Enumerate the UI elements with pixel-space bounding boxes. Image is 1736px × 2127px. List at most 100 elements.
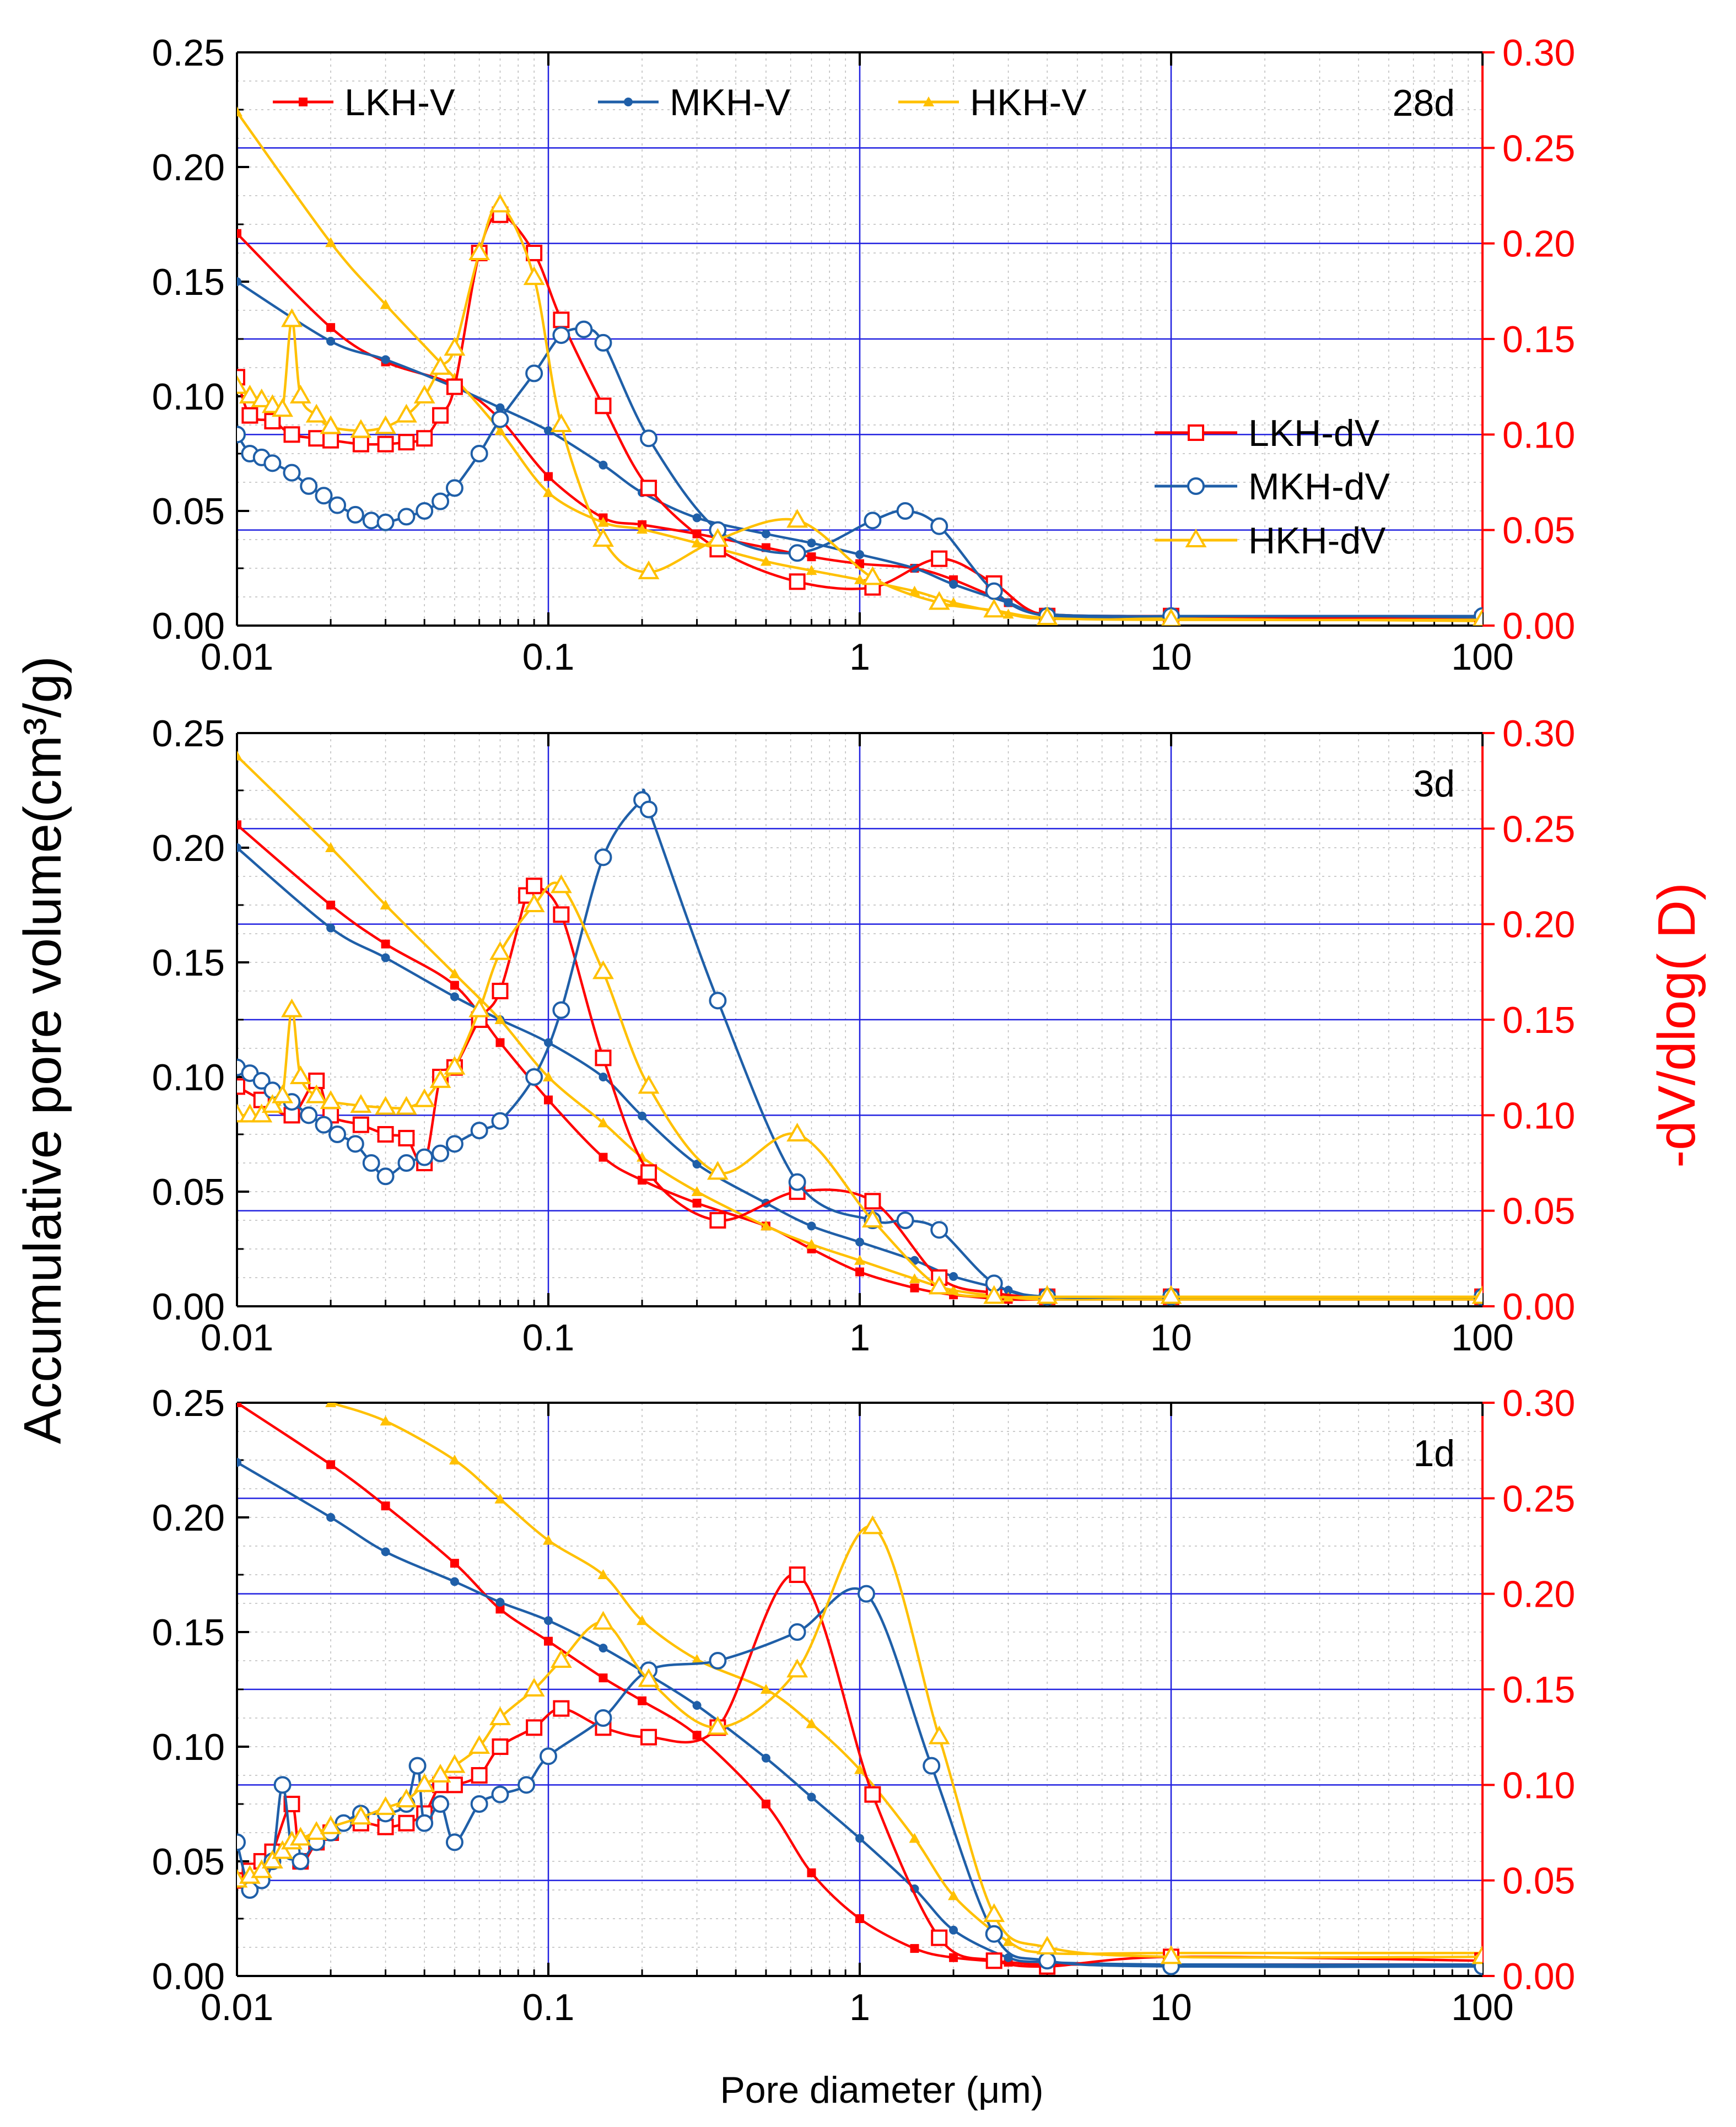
data-point-HKH-V (494, 1014, 506, 1024)
data-point-HKH-dV (305, 403, 327, 423)
data-point-MKH-V (692, 513, 702, 523)
data-point-HKH-dV (305, 1084, 327, 1103)
data-point-HKH-dV (251, 1859, 273, 1878)
data-point-LKH-dV (985, 1952, 1002, 1969)
data-point-MKH-dV (788, 544, 806, 562)
right-y-tick-label: 0.00 (1502, 1286, 1575, 1328)
data-point-HKH-dV (786, 509, 808, 528)
right-y-tick-label: 0.20 (1502, 904, 1575, 946)
data-point-HKH-dV (489, 193, 511, 213)
data-point-HKH-V (909, 1273, 920, 1284)
data-point-HKH-dV (395, 1096, 417, 1115)
data-point-LKH-dV (526, 245, 543, 261)
data-point-LKH-dV (432, 407, 449, 424)
data-point-MKH-dV (376, 513, 395, 531)
left-y-tick-label: 0.00 (152, 605, 225, 647)
data-point-LKH-dV (471, 1767, 488, 1784)
data-point-MKH-dV (552, 1001, 570, 1019)
data-point-MKH-V (807, 1221, 816, 1231)
data-point-MKH-dV (397, 1154, 416, 1172)
right-y-tick-label: 0.05 (1502, 1860, 1575, 1902)
data-point-MKH-dV (985, 1925, 1003, 1943)
data-point-HKH-V (325, 842, 337, 852)
data-point-HKH-dV (928, 1275, 950, 1295)
data-point-HKH-dV (395, 403, 417, 423)
data-point-HKH-dV (320, 1090, 342, 1110)
data-point-MKH-dV (328, 496, 347, 514)
data-point-LKH-dV (322, 432, 339, 449)
data-point-LKH-dV (446, 1776, 463, 1794)
data-point-HKH-dV (786, 1122, 808, 1141)
data-point-HKH-dV (468, 1735, 490, 1754)
data-point-HKH-dV (983, 1285, 1005, 1304)
data-point-HKH-V (380, 1415, 391, 1426)
legend-marker-HKH-dV (1185, 528, 1207, 547)
data-point-LKH-V (599, 1153, 608, 1162)
data-point-HKH-V (760, 556, 772, 566)
data-point-HKH-dV (928, 591, 950, 610)
data-point-MKH-dV (432, 492, 450, 510)
right-y-tick-label: 0.15 (1502, 999, 1575, 1041)
data-point-MKH-dV (432, 1144, 450, 1162)
data-point-HKH-dV (523, 893, 545, 912)
data-point-MKH-dV (346, 505, 364, 524)
data-point-HKH-V (637, 1615, 648, 1625)
data-point-LKH-V (949, 1953, 958, 1962)
left-y-tick-label: 0.05 (152, 1171, 225, 1213)
data-point-HKH-dV (861, 566, 883, 585)
data-point-MKH-V (949, 1925, 958, 1935)
data-point-LKH-dV (640, 480, 657, 497)
data-point-LKH-V (692, 1198, 702, 1208)
left-y-tick-label: 0.05 (152, 491, 225, 532)
left-y-tick-label: 0.15 (152, 942, 225, 984)
data-point-HKH-dV (707, 1161, 729, 1180)
data-point-MKH-dV (263, 454, 282, 472)
data-point-HKH-dV (272, 1084, 294, 1103)
data-point-HKH-V (637, 524, 648, 534)
data-point-HKH-dV (550, 413, 572, 432)
data-point-MKH-dV (315, 487, 333, 505)
data-point-HKH-V (325, 237, 337, 247)
data-point-HKH-dV (237, 375, 248, 394)
legend-marker-MKH-V (624, 98, 633, 106)
data-point-HKH-dV (305, 1821, 327, 1840)
data-point-LKH-V (544, 472, 553, 481)
series-group (237, 1403, 1482, 1975)
data-point-MKH-V (450, 992, 459, 1001)
x-tick-label: 0.1 (522, 636, 575, 678)
x-tick-label: 10 (1150, 1317, 1192, 1359)
data-point-HKH-V (237, 106, 242, 117)
data-point-HKH-dV (289, 1065, 311, 1084)
data-point-LKH-dV (709, 1212, 726, 1229)
data-point-HKH-V (1002, 1936, 1014, 1946)
data-point-HKH-dV (523, 1677, 545, 1697)
data-point-LKH-dV (352, 1116, 369, 1133)
data-point-HKH-V (854, 1764, 865, 1774)
x-tick-label: 1 (849, 1317, 870, 1359)
data-point-MKH-V (761, 529, 770, 539)
data-point-MKH-dV (594, 1709, 612, 1727)
data-point-MKH-dV (416, 1148, 434, 1166)
data-point-MKH-V (381, 1547, 390, 1557)
right-y-tick-label: 0.00 (1502, 1956, 1575, 1997)
data-point-MKH-V (638, 1111, 647, 1121)
data-point-HKH-dV (1471, 1285, 1482, 1304)
data-point-HKH-dV (489, 941, 511, 960)
data-point-MKH-V (599, 1073, 608, 1081)
data-point-LKH-dV (931, 550, 948, 567)
panel-3d: 0.01 0.1 1 10 1000.000.050.100.150.200.250.0… (152, 713, 1576, 1359)
data-point-LKH-dV (595, 397, 612, 414)
data-point-HKH-dV (289, 384, 311, 403)
data-point-MKH-V (855, 1237, 864, 1247)
data-point-LKH-V (761, 1800, 770, 1808)
data-point-MKH-dV (640, 429, 658, 448)
right-y-tick-label: 0.20 (1502, 1574, 1575, 1616)
data-point-HKH-dV (1036, 1935, 1058, 1954)
data-point-LKH-V (326, 901, 336, 909)
x-tick-label: 1 (849, 636, 870, 678)
data-point-MKH-dV (416, 1814, 434, 1832)
data-point-MKH-V (381, 355, 390, 364)
data-point-MKH-V (949, 1272, 958, 1281)
x-tick-label: 0.1 (522, 1317, 575, 1359)
data-point-LKH-V (450, 1559, 459, 1568)
